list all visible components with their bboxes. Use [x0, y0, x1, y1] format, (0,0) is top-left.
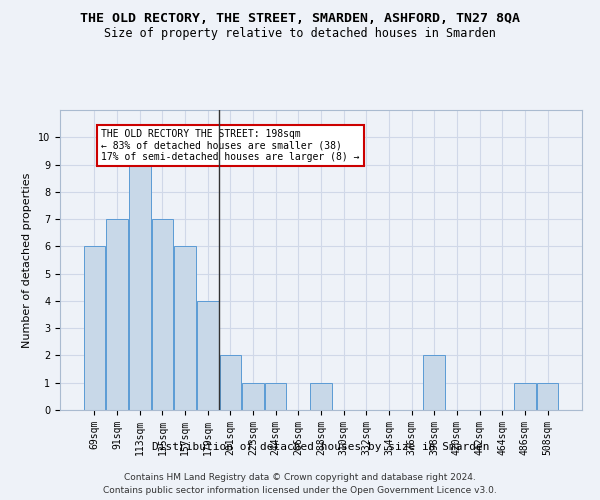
Bar [537, 382, 558, 410]
Bar [129, 164, 151, 410]
Bar [242, 382, 264, 410]
Text: Distribution of detached houses by size in Smarden: Distribution of detached houses by size … [152, 442, 490, 452]
Text: THE OLD RECTORY, THE STREET, SMARDEN, ASHFORD, TN27 8QA: THE OLD RECTORY, THE STREET, SMARDEN, AS… [80, 12, 520, 26]
Y-axis label: Number of detached properties: Number of detached properties [22, 172, 32, 348]
Bar [106, 219, 128, 410]
Bar [220, 356, 241, 410]
Text: Contains HM Land Registry data © Crown copyright and database right 2024.: Contains HM Land Registry data © Crown c… [124, 472, 476, 482]
Bar [310, 382, 332, 410]
Text: THE OLD RECTORY THE STREET: 198sqm
← 83% of detached houses are smaller (38)
17%: THE OLD RECTORY THE STREET: 198sqm ← 83%… [101, 129, 360, 162]
Bar [152, 219, 173, 410]
Text: Contains public sector information licensed under the Open Government Licence v3: Contains public sector information licen… [103, 486, 497, 495]
Text: Size of property relative to detached houses in Smarden: Size of property relative to detached ho… [104, 28, 496, 40]
Bar [424, 356, 445, 410]
Bar [265, 382, 286, 410]
Bar [84, 246, 105, 410]
Bar [514, 382, 536, 410]
Bar [197, 301, 218, 410]
Bar [175, 246, 196, 410]
